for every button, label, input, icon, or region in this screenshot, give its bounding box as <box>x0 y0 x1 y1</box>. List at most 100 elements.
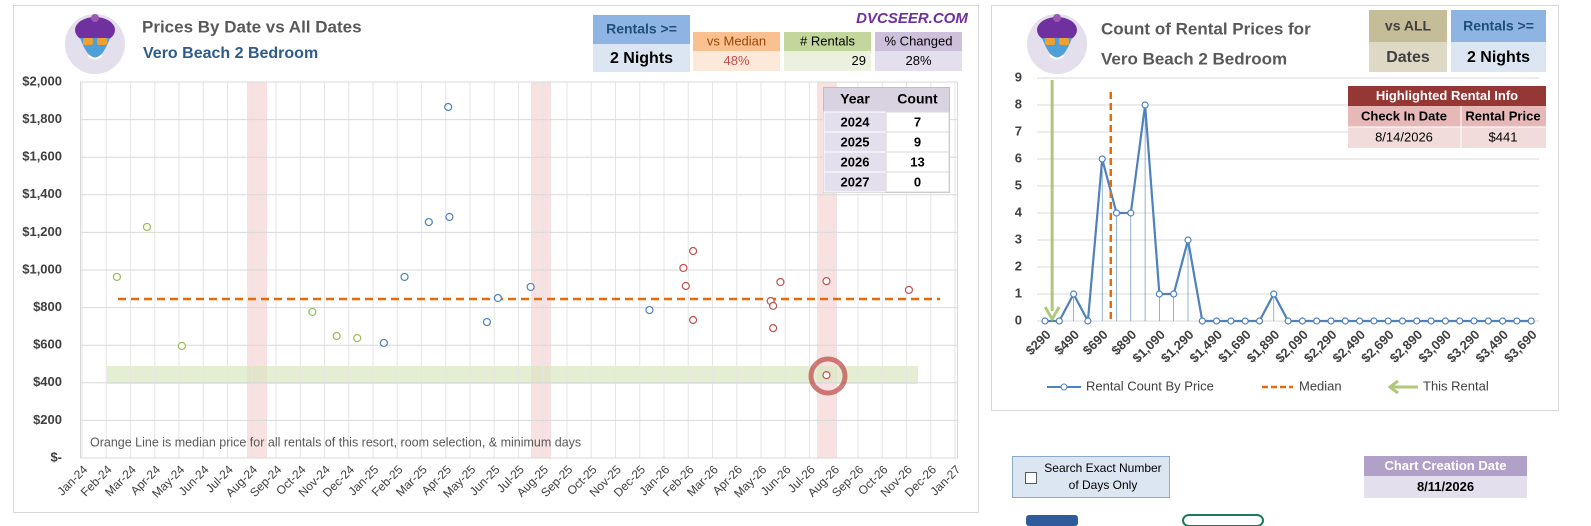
rentals-value: 2 Nights <box>1467 49 1530 66</box>
table-cell-text: 2024 <box>841 114 871 129</box>
data-point <box>424 217 433 227</box>
header-cell <box>593 44 690 72</box>
data-point <box>679 263 688 273</box>
table-cell-text: 9 <box>914 134 921 149</box>
rentals-value: 2 Nights <box>610 50 673 67</box>
table-header <box>824 88 949 112</box>
data-point <box>1241 317 1249 325</box>
y-tick-label: $- <box>50 449 62 464</box>
checkbox[interactable] <box>1025 472 1037 484</box>
data-point <box>822 276 831 286</box>
data-point <box>493 293 502 303</box>
data-point <box>1041 317 1049 325</box>
table-header-text: Year <box>840 91 870 107</box>
data-point <box>308 307 317 317</box>
data-point <box>1184 236 1192 244</box>
button[interactable] <box>1182 514 1264 526</box>
legend-label: Median <box>1299 378 1342 393</box>
data-point <box>1069 290 1078 298</box>
header-cell <box>1451 42 1546 72</box>
y-tick-label: 8 <box>1015 96 1022 111</box>
header-cell <box>693 51 780 71</box>
table-cell-text: 2026 <box>841 154 870 169</box>
data-point <box>1327 317 1335 325</box>
y-tick-label: $1,800 <box>22 111 62 126</box>
data-point <box>688 315 698 325</box>
y-tick-label: $800 <box>33 299 62 314</box>
legend-label: Rental Count By Price <box>1086 378 1214 393</box>
data-point <box>769 323 778 333</box>
creation-label: Chart Creation Date <box>1384 458 1506 473</box>
rentals-label: Rentals >= <box>1463 18 1534 34</box>
data-point <box>1484 317 1492 325</box>
y-tick-label: 4 <box>1015 204 1023 219</box>
table-cell-text: 13 <box>910 154 924 169</box>
info-header: Check In Date <box>1361 108 1447 123</box>
data-point <box>1270 290 1278 298</box>
highlight-ring <box>808 356 848 396</box>
info-row-bg <box>1348 127 1546 148</box>
data-point <box>1370 317 1378 325</box>
data-point <box>681 281 690 291</box>
right-panel <box>991 5 1559 411</box>
data-point <box>1527 317 1535 325</box>
data-point <box>1384 317 1392 325</box>
this-rental-arrow <box>1043 306 1061 322</box>
y-tick-label: 9 <box>1015 69 1022 84</box>
data-point <box>776 277 785 287</box>
checkbox-label: of Days Only <box>1069 478 1138 492</box>
stat-label: % Changed <box>885 33 953 48</box>
chart-title: Prices By Date vs All Dates <box>142 17 362 36</box>
data-point <box>1284 317 1292 325</box>
y-tick-label: 1 <box>1015 285 1022 300</box>
data-point <box>1255 317 1264 325</box>
y-tick-label: $2,000 <box>22 73 62 88</box>
y-tick-label: $1,200 <box>22 224 62 239</box>
y-tick-label: $600 <box>33 337 62 352</box>
y-tick-label: $200 <box>33 412 62 427</box>
logo <box>65 14 125 74</box>
header-cell <box>1451 10 1546 42</box>
data-point <box>645 305 654 315</box>
table-cell-text: 2025 <box>841 134 870 149</box>
table-header-text: Count <box>897 91 938 107</box>
info-header: Rental Price <box>1465 108 1540 123</box>
data-point <box>444 102 453 112</box>
y-tick-label: $400 <box>33 374 62 389</box>
creation-date: 8/11/2026 <box>1417 479 1474 494</box>
data-point <box>1227 317 1235 325</box>
data-point <box>822 370 831 380</box>
y-tick-label: 3 <box>1015 231 1022 246</box>
info-title-bg <box>1348 86 1546 106</box>
stat-value: 48% <box>723 53 749 68</box>
y-tick-label: 2 <box>1015 258 1022 273</box>
button[interactable] <box>1026 515 1078 526</box>
brand: DVCSEER.COM <box>856 10 968 27</box>
data-point <box>445 212 454 222</box>
data-point <box>379 338 389 348</box>
y-tick-label: $1,000 <box>22 261 62 276</box>
checkbox-panel <box>1012 456 1170 498</box>
table-cell <box>885 171 950 193</box>
data-point <box>112 272 122 282</box>
data-point <box>482 317 492 327</box>
y-tick-label: $1,400 <box>22 186 62 201</box>
data-point <box>1112 209 1121 217</box>
table-cell-text: 0 <box>914 174 921 189</box>
table-cell-text: 7 <box>914 114 921 129</box>
y-tick-label: $1,600 <box>22 149 62 164</box>
y-tick-label: 7 <box>1015 123 1022 138</box>
info-value: $441 <box>1489 129 1518 144</box>
data-point <box>1313 317 1321 325</box>
data-point <box>1341 317 1349 325</box>
data-point <box>142 222 152 232</box>
data-point <box>1141 101 1149 109</box>
data-point <box>1055 317 1063 325</box>
data-point <box>1355 317 1364 325</box>
data-point <box>1498 317 1507 325</box>
data-point <box>353 333 362 343</box>
legend-label: This Rental <box>1423 378 1489 393</box>
header-cell <box>1364 456 1527 476</box>
header-cell <box>1369 10 1447 42</box>
